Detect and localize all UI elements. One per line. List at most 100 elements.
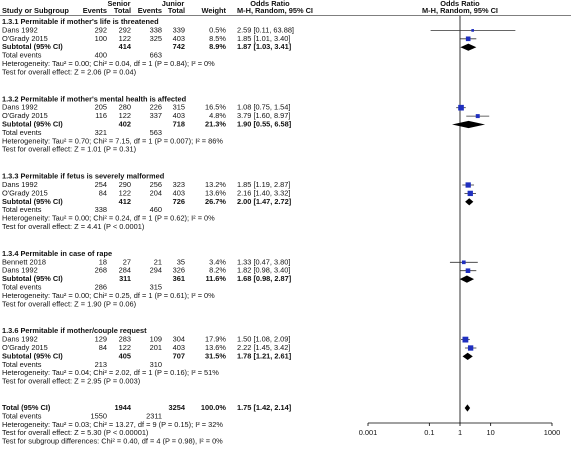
- cell: 3254: [169, 403, 186, 412]
- overall-test: Test for overall effect: Z = 1.90 (P = 0…: [2, 299, 136, 308]
- ci-label: 1.85 [1.19, 2.87]: [237, 180, 290, 189]
- events-label: Total events: [2, 282, 42, 291]
- cell: 311: [119, 274, 131, 283]
- diamond: [464, 404, 471, 412]
- events-label: Total events: [2, 360, 42, 369]
- cell: 339: [173, 25, 185, 34]
- study-name: Dans 1992: [2, 335, 38, 344]
- cell: 116: [95, 111, 107, 120]
- cell: 403: [173, 34, 185, 43]
- heterogeneity: Heterogeneity: Tau² = 0.00; Chi² = 0.24,…: [2, 214, 215, 223]
- heterogeneity: Heterogeneity: Tau² = 0.03; Chi² = 13.27…: [2, 420, 223, 429]
- weight: 0.5%: [209, 25, 226, 34]
- study-name: Dans 1992: [2, 25, 38, 34]
- cell: 100: [95, 34, 107, 43]
- header: Events: [138, 6, 162, 15]
- cell: 35: [177, 257, 185, 266]
- group-title: 1.3.1 Permitable if mother's life is thr…: [2, 17, 159, 26]
- cell: 201: [150, 343, 162, 352]
- cell: 2311: [146, 411, 162, 420]
- weight: 11.6%: [205, 274, 226, 283]
- cell: 726: [173, 197, 185, 206]
- cell: 400: [95, 51, 107, 60]
- header: Total: [114, 6, 131, 15]
- header: Odds Ratio: [440, 0, 480, 8]
- study-square: [465, 36, 471, 42]
- cell: 718: [173, 119, 185, 128]
- study-name: O'Grady 2015: [2, 343, 48, 352]
- subtotal-label: Subtotal (95% CI): [2, 274, 63, 283]
- cell: 1944: [115, 403, 132, 412]
- overall-test: Test for overall effect: Z = 2.95 (P = 0…: [2, 377, 140, 386]
- header: Senior: [108, 0, 131, 8]
- study-name: Dans 1992: [2, 103, 38, 112]
- header: M-H, Random, 95% CI: [422, 6, 498, 15]
- cell: 122: [119, 34, 131, 43]
- group-title: 1.3.4 Permitable in case of rape: [2, 249, 112, 258]
- weight: 31.5%: [205, 351, 226, 360]
- study-square: [471, 29, 474, 32]
- cell: 402: [119, 119, 131, 128]
- cell: 283: [119, 335, 131, 344]
- cell: 414: [119, 42, 132, 51]
- diamond: [465, 198, 474, 206]
- header: Odds Ratio: [250, 0, 290, 8]
- study-square: [465, 182, 471, 188]
- cell: 321: [95, 128, 107, 137]
- weight: 16.5%: [205, 103, 226, 112]
- cell: 268: [95, 266, 107, 275]
- ci-label: 2.59 [0.11, 63.88]: [237, 25, 294, 34]
- cell: 310: [150, 360, 162, 369]
- subtotal-label: Subtotal (95% CI): [2, 197, 63, 206]
- weight: 13.6%: [205, 343, 226, 352]
- subgroup-test: Test for subgroup differences: Chi² = 0.…: [2, 437, 223, 446]
- overall-test: Test for overall effect: Z = 5.30 (P < 0…: [2, 428, 148, 437]
- header: Study or Subgroup: [2, 6, 69, 15]
- subtotal-label: Subtotal (95% CI): [2, 42, 63, 51]
- cell: 405: [119, 351, 131, 360]
- diamond: [459, 275, 475, 283]
- cell: 284: [119, 266, 131, 275]
- weight: 26.7%: [205, 197, 226, 206]
- overall-test: Test for overall effect: Z = 2.06 (P = 0…: [2, 67, 136, 76]
- cell: 84: [99, 188, 107, 197]
- study-name: O'Grady 2015: [2, 34, 48, 43]
- weight: 4.8%: [209, 111, 226, 120]
- cell: 315: [173, 103, 185, 112]
- events-label: Total events: [2, 51, 42, 60]
- heterogeneity: Heterogeneity: Tau² = 0.00; Chi² = 0.25,…: [2, 291, 215, 300]
- x-tick-label: 10: [487, 428, 495, 437]
- study-square: [465, 268, 471, 273]
- cell: 109: [150, 335, 162, 344]
- cell: 707: [173, 351, 185, 360]
- study-square: [467, 190, 473, 197]
- subtotal-label: Subtotal (95% CI): [2, 351, 63, 360]
- group-title: 1.3.2 Permitable if mother's mental heal…: [2, 94, 187, 103]
- cell: 254: [95, 180, 107, 189]
- cell: 18: [99, 257, 107, 266]
- ci-label: 1.87 [1.03, 3.41]: [237, 42, 292, 51]
- diamond: [462, 352, 473, 360]
- cell: 129: [95, 335, 107, 344]
- weight: 13.2%: [205, 180, 226, 189]
- study-name: O'Grady 2015: [2, 188, 48, 197]
- cell: 205: [95, 103, 107, 112]
- cell: 292: [119, 25, 131, 34]
- study-square: [475, 114, 480, 119]
- cell: 122: [119, 111, 131, 120]
- heterogeneity: Heterogeneity: Tau² = 0.00; Chi² = 0.04,…: [2, 59, 215, 68]
- cell: 21: [154, 257, 162, 266]
- x-tick-label: 0.001: [359, 428, 378, 437]
- group-title: 1.3.3 Permitable if fetus is severely ma…: [2, 172, 165, 181]
- heterogeneity: Heterogeneity: Tau² = 0.70; Chi² = 7.15,…: [2, 136, 223, 145]
- ci-label: 1.50 [1.08, 2.09]: [237, 335, 290, 344]
- cell: 256: [150, 180, 162, 189]
- cell: 663: [150, 51, 162, 60]
- cell: 338: [95, 205, 107, 214]
- cell: 403: [173, 188, 185, 197]
- cell: 290: [119, 180, 131, 189]
- weight: 13.6%: [205, 188, 226, 197]
- ci-label: 3.79 [1.60, 8.97]: [237, 111, 290, 120]
- header: Events: [83, 6, 107, 15]
